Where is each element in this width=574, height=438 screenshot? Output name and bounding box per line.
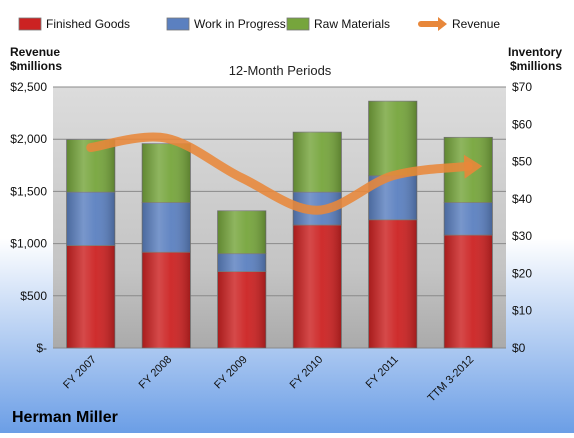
right-tick-label: $40	[512, 192, 532, 206]
right-tick-label: $0	[512, 341, 526, 355]
right-tick-label: $10	[512, 304, 532, 318]
chart-subtitle: 12-Month Periods	[229, 63, 332, 78]
revenue-arrowhead	[463, 154, 483, 179]
right-tick-label: $50	[512, 155, 532, 169]
legend-label: Finished Goods	[46, 17, 130, 31]
bar-gloss	[142, 202, 191, 253]
bar-gloss	[444, 235, 493, 348]
legend-label: Raw Materials	[314, 17, 390, 31]
revenue-line-path	[86, 132, 473, 215]
gridlines	[53, 86, 506, 349]
left-tick-label: $500	[20, 289, 47, 303]
bar-gloss	[293, 224, 342, 348]
legend: Finished Goods Work in Progress Raw Materi…	[18, 17, 500, 31]
bar-gloss	[66, 192, 115, 246]
right-axis-label-line1: Inventory	[508, 45, 562, 59]
left-axis-ticks: $- $500 $1,000 $1,500 $2,000 $2,500	[10, 80, 47, 355]
left-tick-label: $2,500	[10, 80, 47, 94]
right-axis-label-line2: $millions	[510, 59, 562, 73]
legend-swatch	[18, 17, 42, 31]
bar-gloss	[444, 202, 493, 236]
right-tick-label: $30	[512, 229, 532, 243]
legend-label: Revenue	[452, 17, 500, 31]
left-tick-label: $2,000	[10, 132, 47, 146]
bar-gloss	[217, 253, 266, 272]
bar-gloss	[293, 132, 342, 193]
bar-gloss	[368, 101, 417, 176]
plot-area	[53, 87, 506, 348]
left-tick-label: $1,500	[10, 184, 47, 198]
legend-arrowhead	[438, 17, 447, 31]
left-axis-label-line2: $millions	[10, 59, 62, 73]
bar-gloss	[142, 143, 191, 203]
right-tick-label: $70	[512, 80, 532, 94]
right-axis-ticks: $0 $10 $20 $30 $40 $50 $60 $70	[512, 80, 532, 355]
bar-gloss	[66, 245, 115, 348]
legend-swatch	[166, 17, 190, 31]
left-axis-label-line1: Revenue	[10, 45, 60, 59]
right-tick-label: $60	[512, 117, 532, 131]
right-tick-label: $20	[512, 266, 532, 280]
left-tick-label: $1,000	[10, 237, 47, 251]
bars	[66, 100, 493, 349]
bar-gloss	[217, 271, 266, 348]
left-tick-label: $-	[36, 341, 47, 355]
bar-gloss	[217, 210, 266, 254]
bar-gloss	[368, 219, 417, 348]
bar-gloss	[142, 252, 191, 348]
company-name: Herman Miller	[12, 409, 118, 426]
legend-swatch	[286, 17, 310, 31]
revenue-line	[86, 132, 483, 215]
legend-label: Work in Progress	[194, 17, 286, 31]
